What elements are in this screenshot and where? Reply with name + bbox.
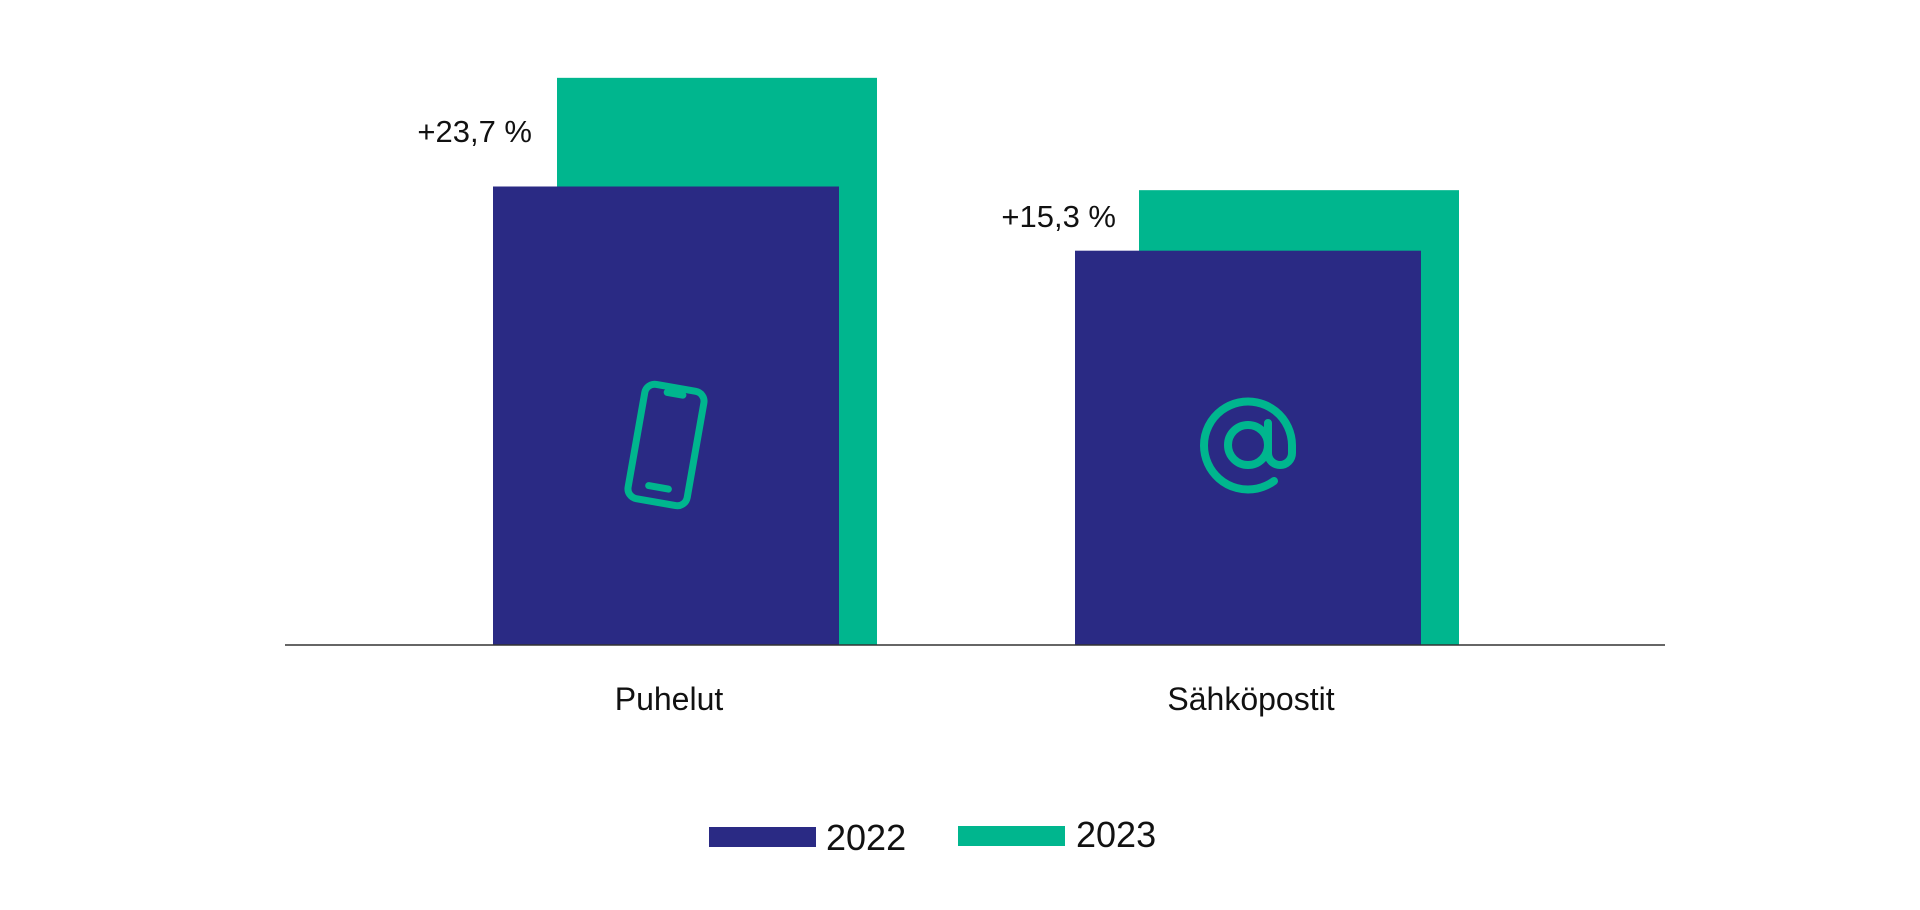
- bar-2022-sahkopostit: [1075, 250, 1421, 645]
- smartphone-icon: [624, 380, 708, 510]
- series-2022-bars: [493, 186, 1421, 645]
- category-label-puhelut: Puhelut: [615, 681, 724, 717]
- legend-label-2023: 2023: [1076, 814, 1156, 855]
- at-sign-icon: [1200, 397, 1296, 494]
- category-label-sahkopostit: Sähköpostit: [1167, 681, 1334, 717]
- bar-2022-puhelut: [493, 186, 839, 645]
- legend: 2022 2023: [709, 814, 1156, 858]
- change-label-puhelut: +23,7 %: [417, 114, 532, 149]
- legend-label-2022: 2022: [826, 817, 906, 858]
- change-label-sahkopostit: +15,3 %: [1001, 199, 1116, 234]
- legend-swatch-2023: [958, 826, 1065, 846]
- legend-swatch-2022: [709, 827, 816, 847]
